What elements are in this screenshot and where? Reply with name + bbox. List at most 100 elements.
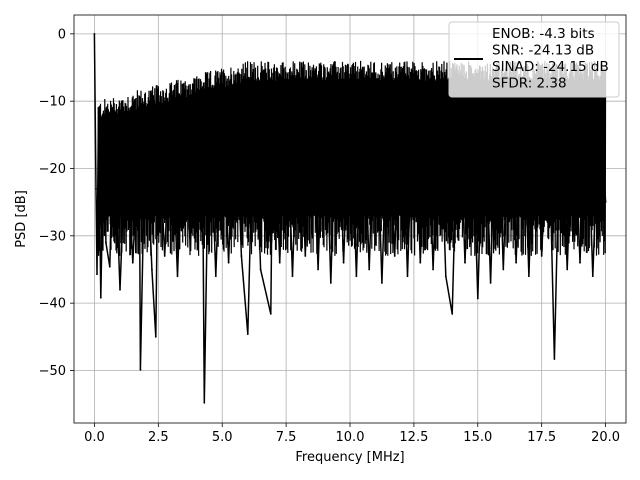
- x-tick-label: 2.5: [148, 430, 169, 445]
- y-tick-label: −50: [39, 364, 66, 379]
- psd-data-point: [234, 80, 236, 82]
- psd-data-point: [246, 333, 249, 336]
- psd-data-point: [291, 275, 294, 278]
- psd-data-point: [444, 275, 447, 278]
- psd-data-point: [323, 66, 326, 69]
- y-tick-label: −30: [39, 229, 66, 244]
- psd-data-point: [540, 255, 543, 257]
- x-axis-ticks: 0.0 2.5 5.0 7.5 10.0 12.5 15.0 17.5 20.0: [84, 423, 620, 445]
- legend-snr: SNR: -24.13 dB: [492, 43, 594, 59]
- psd-data-point: [151, 268, 153, 271]
- psd-data-point: [119, 288, 121, 291]
- y-tick-label: −40: [39, 297, 66, 312]
- psd-data-point: [103, 113, 106, 116]
- psd-data-point: [125, 120, 128, 123]
- psd-data-point: [182, 93, 185, 96]
- x-tick-label: 17.5: [527, 430, 556, 445]
- psd-data-point: [214, 275, 217, 278]
- psd-data-point: [361, 66, 364, 69]
- psd-data-point: [154, 335, 157, 338]
- x-tick-label: 15.0: [463, 430, 492, 445]
- psd-data-point: [368, 268, 371, 271]
- x-axis-label: Frequency [MHz]: [295, 450, 404, 465]
- psd-data-point: [96, 273, 98, 276]
- psd-data-point: [489, 282, 492, 284]
- psd-data-point: [406, 275, 409, 278]
- psd-data-point: [202, 234, 204, 237]
- psd-data-point: [393, 255, 396, 257]
- psd-data-point: [374, 73, 377, 76]
- psd-data-point: [381, 282, 383, 284]
- psd-data-point: [310, 80, 313, 82]
- psd-data-point: [139, 368, 142, 371]
- psd-data-point: [336, 73, 339, 76]
- legend-enob: ENOB: -4.3 bits: [492, 26, 595, 42]
- psd-data-point: [278, 261, 281, 264]
- psd-data-point: [502, 268, 505, 271]
- psd-data-point: [553, 358, 556, 360]
- psd-data-point: [579, 261, 581, 264]
- psd-data-point: [163, 255, 166, 257]
- psd-data-point: [591, 275, 594, 278]
- psd-data-point: [208, 86, 211, 89]
- psd-data-point: [221, 86, 224, 89]
- psd-data-point: [317, 268, 319, 271]
- psd-data-point: [112, 110, 115, 113]
- x-tick-label: 0.0: [84, 430, 105, 445]
- psd-data-point: [464, 261, 466, 264]
- psd-data-point: [240, 255, 243, 257]
- psd-data-point: [157, 120, 160, 123]
- psd-data-point: [419, 261, 422, 264]
- psd-data-point: [93, 32, 96, 35]
- legend-sinad: SINAD: -24.15 dB: [492, 59, 609, 75]
- x-tick-label: 5.0: [212, 430, 233, 445]
- psd-data-point: [425, 73, 428, 76]
- psd-data-point: [138, 127, 141, 130]
- psd-data-point: [604, 201, 607, 204]
- psd-data-point: [227, 261, 230, 264]
- psd-data-point: [297, 73, 300, 76]
- psd-data-point: [342, 261, 345, 264]
- psd-data-point: [131, 261, 134, 264]
- psd-data-point: [329, 282, 332, 284]
- psd-data-point: [95, 187, 97, 190]
- psd-data-point: [387, 80, 390, 82]
- psd-data-point: [259, 268, 262, 271]
- psd-data-point: [203, 401, 206, 404]
- psd-data-point: [144, 113, 147, 116]
- psd-data-point: [269, 313, 272, 315]
- psd-data-point: [304, 255, 307, 257]
- y-tick-label: −20: [39, 162, 66, 177]
- x-tick-label: 10.0: [336, 430, 365, 445]
- legend-sfdr: SFDR: 2.38: [492, 76, 567, 92]
- psd-data-point: [438, 80, 441, 82]
- x-tick-label: 7.5: [276, 430, 297, 445]
- psd-data-point: [400, 66, 403, 69]
- psd-data-point: [355, 275, 358, 278]
- y-tick-label: −10: [39, 95, 66, 110]
- psd-data-point: [451, 313, 454, 315]
- psd-data-point: [189, 248, 192, 251]
- y-tick-label: 0: [58, 27, 66, 42]
- x-tick-label: 20.0: [591, 430, 620, 445]
- psd-data-point: [253, 80, 256, 82]
- psd-data-point: [515, 261, 518, 264]
- psd-data-point: [527, 275, 530, 278]
- legend: ENOB: -4.3 bits SNR: -24.13 dB SINAD: -2…: [448, 21, 620, 98]
- psd-data-point: [272, 73, 275, 76]
- x-tick-label: 12.5: [399, 430, 428, 445]
- psd-data-point: [97, 107, 100, 109]
- psd-data-point: [99, 296, 102, 299]
- y-axis-label: PSD [dB]: [14, 190, 29, 248]
- psd-noise-band: [97, 60, 607, 256]
- psd-data-point: [176, 275, 179, 278]
- psd-data-point: [566, 268, 569, 271]
- psd-data-point: [108, 265, 111, 268]
- psd-data-point: [285, 80, 288, 82]
- psd-data-point: [476, 297, 479, 300]
- psd-data-point: [432, 268, 434, 271]
- psd-data-point: [105, 241, 107, 244]
- psd-data-point: [170, 107, 173, 109]
- psd-data-point: [349, 80, 351, 82]
